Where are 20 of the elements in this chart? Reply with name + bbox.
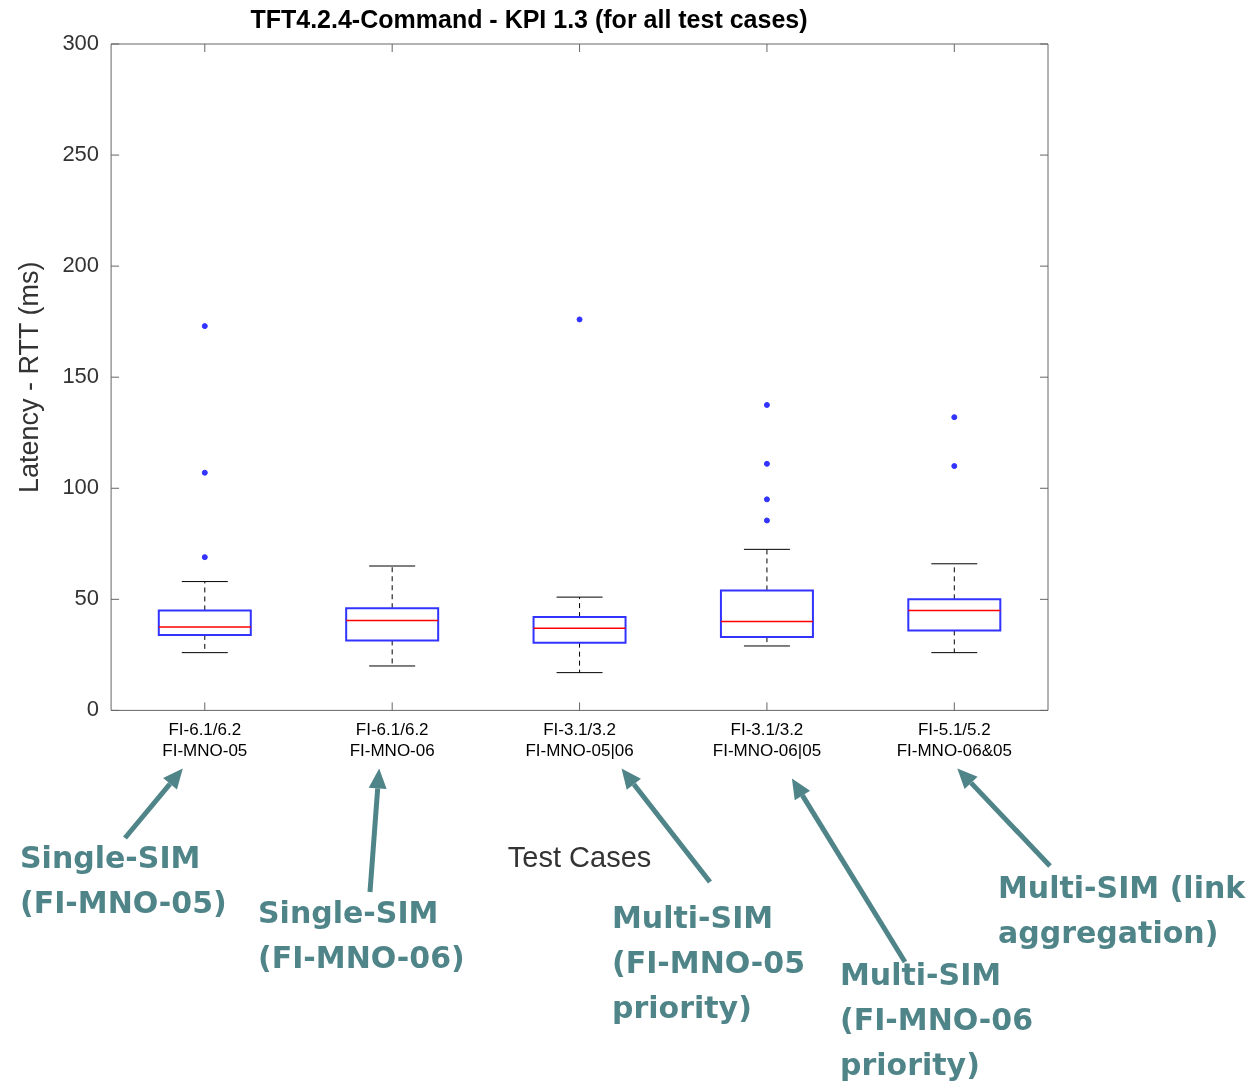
y-tick-label: 50 [74, 585, 100, 611]
x-tick-label: FI-5.1/5.2 FI-MNO-06&05 [896, 720, 1012, 760]
y-tick-label: 150 [62, 363, 100, 389]
y-tick-label: 200 [62, 252, 100, 278]
x-tick-label: FI-3.1/3.2 FI-MNO-05|06 [525, 720, 634, 760]
x-tick-label: FI-6.1/6.2 FI-MNO-06 [349, 720, 435, 760]
x-tick-label: FI-3.1/3.2 FI-MNO-06|05 [712, 720, 822, 760]
x-axis-title: Test Cases [507, 840, 652, 873]
text: Single-SIM (FI-MNO-05) [20, 839, 228, 922]
y-axis-title: Latency - RTT (ms) [13, 261, 44, 493]
chart-title: TFT4.2.4-Command - KPI 1.3 (for all test cases) [250, 4, 808, 33]
text: Multi-SIM (link aggregation) [998, 869, 1247, 952]
y-tick-label: 0 [86, 696, 100, 722]
text: Multi-SIM (FI-MNO-05 priority) [612, 899, 807, 1027]
y-tick-label: 250 [62, 141, 100, 167]
x-tick-label: FI-6.1/6.2 FI-MNO-05 [162, 720, 248, 760]
text: Single-SIM (FI-MNO-06) [258, 894, 466, 977]
text: Multi-SIM (FI-MNO-06 priority) [840, 956, 1035, 1084]
y-tick-label: 300 [62, 30, 100, 56]
y-tick-label: 100 [62, 474, 100, 500]
